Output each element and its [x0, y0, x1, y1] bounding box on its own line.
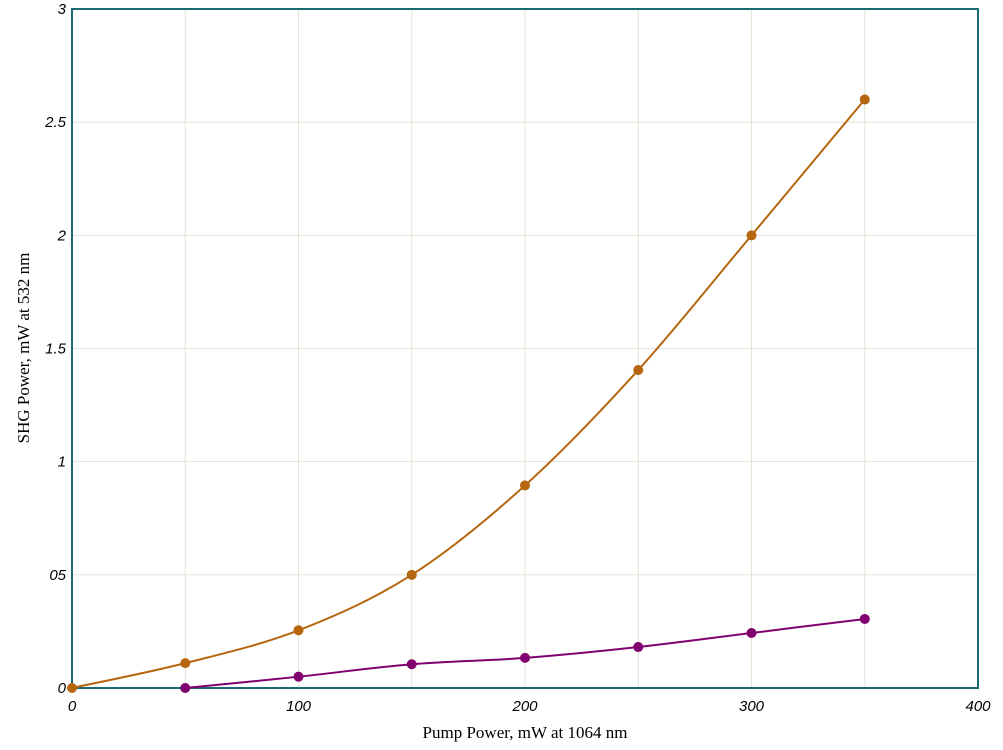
data-point [293, 625, 304, 636]
data-point [180, 683, 191, 693]
data-point [67, 683, 77, 693]
data-point [633, 365, 644, 376]
data-point [406, 659, 417, 670]
plot-border [71, 8, 979, 689]
y-tick-label: 1 [58, 454, 66, 471]
data-point [746, 230, 757, 241]
y-tick-label: 05 [49, 567, 66, 584]
data-point [746, 628, 757, 639]
data-point [520, 480, 530, 491]
x-tick-label: 200 [511, 698, 538, 715]
x-tick-label: 100 [286, 698, 312, 715]
data-point [859, 613, 870, 624]
y-tick-label: 3 [58, 1, 67, 18]
y-tick-label: 1.5 [45, 341, 67, 358]
series-line [71, 98, 866, 689]
data-point [633, 642, 644, 653]
y-axis-label: SHG Power, mW at 532 nm [14, 253, 33, 444]
data-point [520, 652, 530, 663]
data-point [293, 671, 304, 682]
x-tick-label: 300 [739, 698, 765, 715]
x-axis-label: Pump Power, mW at 1064 nm [423, 723, 628, 742]
data-point [406, 569, 417, 580]
data-point [180, 658, 191, 669]
x-tick-label: 400 [965, 698, 991, 715]
x-tick-label: 0 [68, 698, 77, 715]
y-tick-label: 2.5 [44, 114, 67, 131]
data-point [859, 94, 870, 105]
y-tick-label: 2 [57, 227, 67, 244]
y-tick-label: 0 [58, 680, 67, 697]
